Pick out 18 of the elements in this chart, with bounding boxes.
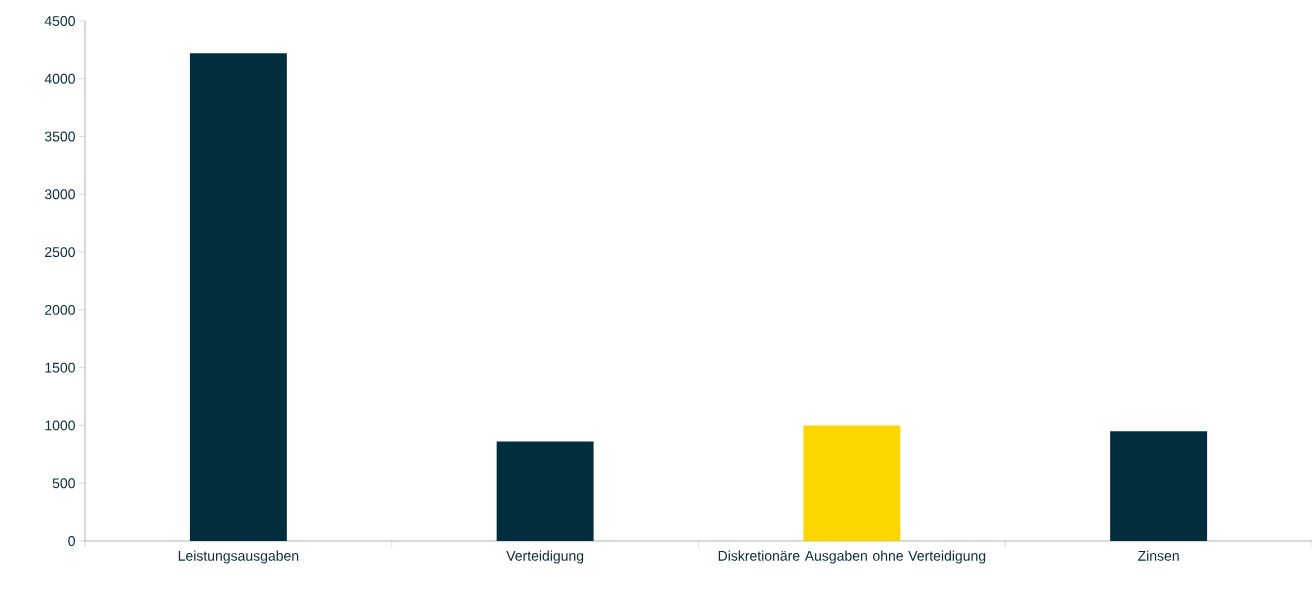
x-tick-label: Zinsen [1138, 550, 1179, 561]
y-tick-label: 1000 [45, 420, 75, 431]
y-tick-label: 3500 [44, 131, 75, 142]
y-tick-label: 4500 [44, 16, 75, 26]
y-tick-label: 1500 [45, 362, 75, 373]
y-tick-label: 500 [52, 478, 75, 489]
y-tick-label: 4000 [44, 73, 75, 84]
bar [496, 441, 594, 541]
x-tick-label: Verteidigung [506, 550, 584, 564]
y-tick-label: 2500 [45, 247, 75, 258]
y-tick-label: 0 [68, 536, 75, 546]
bar [803, 425, 901, 541]
bar [189, 53, 287, 541]
y-tick-label: 3000 [44, 189, 75, 200]
bar [1110, 431, 1208, 541]
y-tick-label: 2000 [45, 304, 75, 315]
x-tick-label: Leistungsausgaben [178, 550, 299, 564]
x-tick-label: Diskretionäre Ausgaben ohne Verteidigung [718, 550, 986, 564]
